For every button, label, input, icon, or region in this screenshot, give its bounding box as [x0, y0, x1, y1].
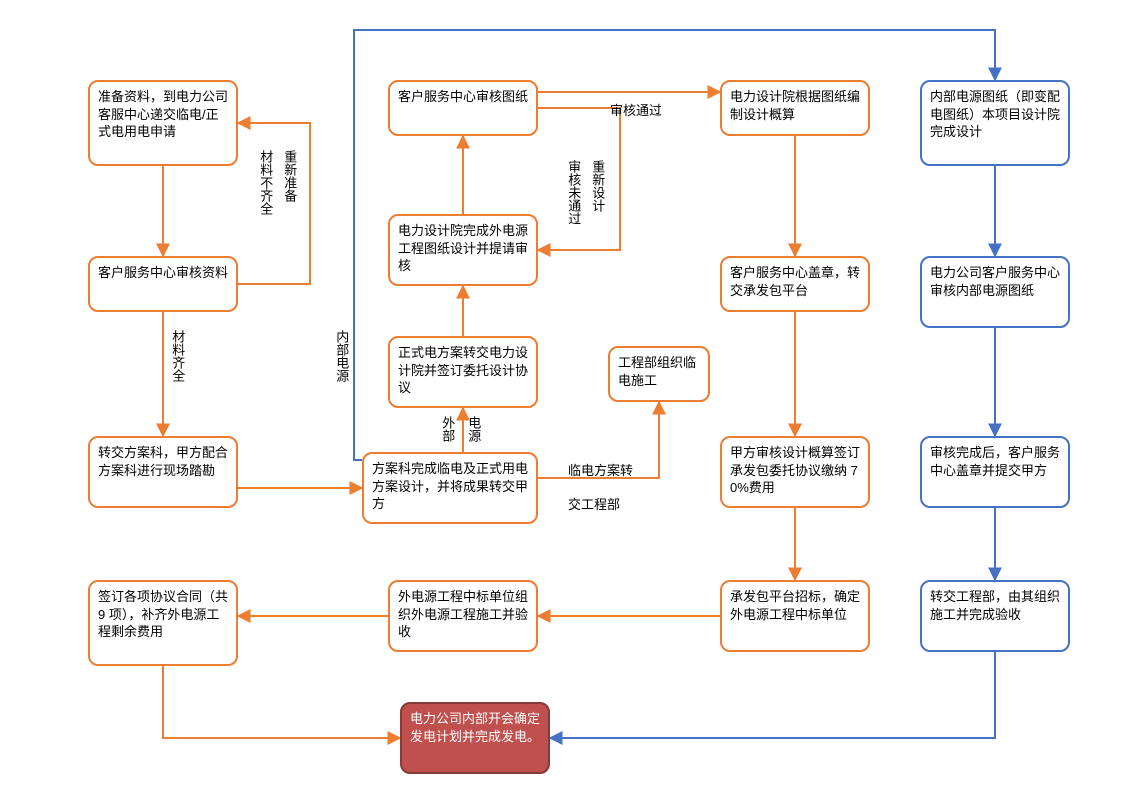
flowchart-node-n19: 电力公司内部开会确定发电计划并完成发电。	[400, 702, 550, 774]
edge-label-l9: 临电方案转	[568, 460, 633, 479]
edge-label-l8: 审核通过	[610, 100, 662, 119]
edge-e_n2_n1	[238, 123, 310, 284]
flowchart-node-n10: 工程部组织临电施工	[608, 346, 710, 402]
edge-e_n18_n19	[550, 652, 995, 738]
flowchart-node-n12: 客户服务中心盖章，转交承发包平台	[720, 256, 870, 312]
flowchart-node-n18: 转交工程部，由其组织施工并完成验收	[920, 580, 1070, 652]
flowchart-node-n7: 正式电方案转交电力设计院并签订委托设计协议	[388, 336, 538, 408]
edge-label-l4: 内部电源	[334, 330, 348, 382]
flowchart-node-n4: 签订各项协议合同（共 9 项），补齐外电源工程剩余费用	[88, 580, 238, 666]
flowchart-node-n14: 承发包平台招标，确定外电源工程中标单位	[720, 580, 870, 652]
flowchart-canvas: 准备资料，到电力公司客服中心递交临电/正式电用电申请客户服务中心审核资料转交方案…	[0, 0, 1122, 793]
flowchart-node-n1: 准备资料，到电力公司客服中心递交临电/正式电用电申请	[88, 80, 238, 166]
flowchart-node-n8: 方案科完成临电及正式用电方案设计，并将成果转交甲方	[362, 452, 538, 524]
flowchart-node-n5: 客户服务中心审核图纸	[388, 80, 538, 136]
edge-e_n4_n19	[163, 666, 400, 738]
flowchart-node-n17: 审核完成后，客户服务中心盖章并提交甲方	[920, 436, 1070, 508]
flowchart-node-n11: 电力设计院根据图纸编制设计概算	[720, 80, 870, 136]
flowchart-node-n6: 电力设计院完成外电源工程图纸设计并提请审核	[388, 214, 538, 286]
flowchart-node-n15: 内部电源图纸（即变配电图纸）本项目设计院完成设计	[920, 80, 1070, 166]
edge-label-l5: 外部	[440, 416, 454, 442]
flowchart-node-n3: 转交方案科，甲方配合方案科进行现场踏勘	[88, 436, 238, 508]
flowchart-node-n16: 电力公司客户服务中心审核内部电源图纸	[920, 256, 1070, 328]
flowchart-node-n9: 外电源工程中标单位组织外电源工程施工并验收	[388, 580, 538, 652]
edge-label-l3: 材料齐全	[170, 330, 184, 382]
edge-label-l2: 重新准备	[282, 150, 296, 202]
edge-label-l7: 重新设计	[590, 160, 604, 212]
flowchart-node-n2: 客户服务中心审核资料	[88, 256, 238, 312]
edge-label-l9b: 交工程部	[568, 494, 620, 513]
edge-label-l1: 材料不齐全	[258, 150, 272, 215]
edge-label-l5b: 电源	[466, 416, 480, 442]
flowchart-node-n13: 甲方审核设计概算签订承发包委托协议缴纳 70%费用	[720, 436, 870, 508]
edge-label-l6: 审核未通过	[566, 160, 580, 225]
